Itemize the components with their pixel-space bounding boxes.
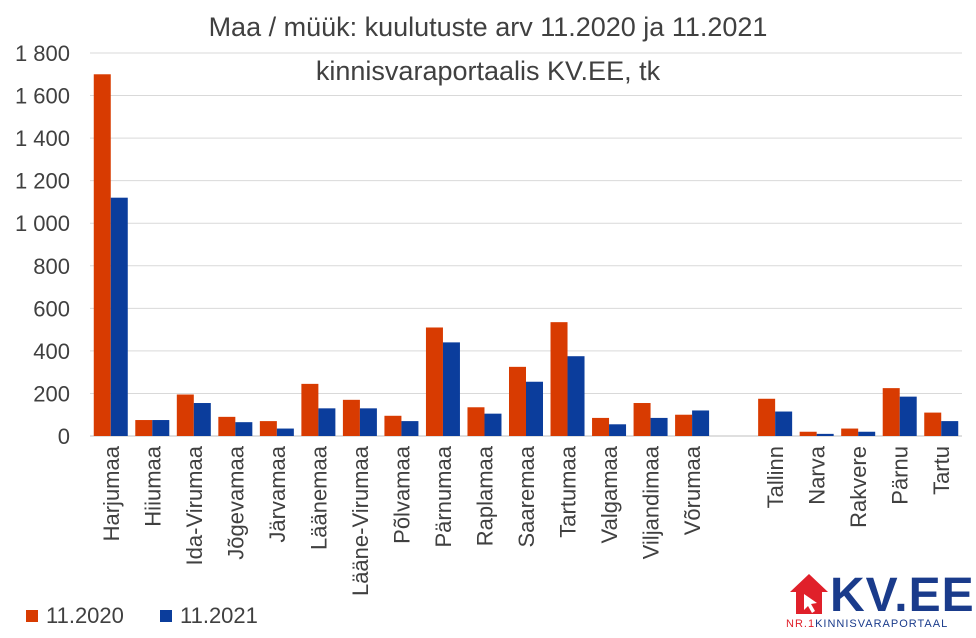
x-tick-label: Hiiumaa [140,445,165,526]
legend-item-2020: 11.2020 [26,603,124,629]
legend-swatch-2020 [26,610,38,622]
logo-subtitle: NR.1KINNISVARAPORTAAL [786,618,948,630]
x-tick-label: Valgamaa [597,445,622,543]
bars [93,74,959,437]
bar-11-2020 [550,322,568,436]
bar-11-2020 [384,415,402,436]
bar-11-2020 [259,421,277,436]
x-tick-label: Viljandimaa [639,445,664,559]
x-axis: Harjumaa Hiiumaa Ida-Virumaa Jõgevamaa Järva… [99,445,954,596]
bar-11-2020 [93,74,111,437]
bar-11-2021 [484,413,502,436]
y-tick-label: 600 [33,296,70,321]
x-tick-label: Pärnumaa [431,445,456,547]
bar-11-2020 [509,366,526,436]
bar-11-2020 [218,416,236,436]
bar-11-2020 [342,399,360,436]
y-tick-label: 1 000 [15,211,70,236]
y-tick-label: 200 [33,381,70,406]
bar-11-2020 [675,414,693,436]
bar-11-2021 [193,403,211,436]
bar-11-2020 [924,412,942,436]
bar-11-2021 [359,408,377,436]
y-tick-label: 400 [33,339,70,364]
legend-label-2021: 11.2021 [180,603,258,628]
x-tick-label: Lääne-Virumaa [348,445,373,596]
bar-11-2020 [592,417,610,436]
house-icon [790,574,828,614]
y-tick-label: 1 200 [15,169,70,194]
chart-subtitle: kinnisvaraportaalis KV.EE, tk [315,56,661,86]
x-tick-label: Saaremaa [514,445,539,547]
legend-label-2020: 11.2020 [46,603,124,628]
bar-11-2021 [609,424,627,436]
x-tick-label: Raplamaa [472,445,497,546]
bar-11-2020 [758,398,776,436]
gridlines [90,52,962,437]
bar-11-2021 [941,421,959,436]
bar-11-2020 [633,403,651,436]
bar-11-2021 [442,342,460,436]
y-tick-label: 1 600 [15,84,70,109]
chart-title: Maa / müük: kuulutuste arv 11.2020 ja 11… [208,12,768,42]
bar-11-2021 [110,197,128,436]
x-tick-label: Pärnu [888,446,913,505]
bar-11-2020 [882,388,900,436]
x-tick-label: Rakvere [846,446,871,528]
bar-11-2021 [318,408,336,436]
logo-text: KV.EE [830,569,975,622]
bar-11-2020 [301,383,319,436]
y-tick-label: 0 [58,424,70,449]
bar-11-2021 [567,356,585,436]
x-tick-label: Ida-Virumaa [182,445,207,565]
x-tick-label: Põlvamaa [389,445,414,544]
bar-11-2021 [692,410,710,436]
bar-11-2021 [401,421,419,436]
logo-sub-prefix: NR.1 [786,618,816,630]
bar-11-2021 [816,433,834,436]
x-tick-label: Tartu [929,446,954,495]
bar-11-2020 [467,407,485,436]
y-axis: 0 200 400 600 800 1 000 1 200 1 400 1 600 1 800 [15,41,70,449]
bar-11-2020 [799,431,817,436]
legend-swatch-2021 [160,610,172,622]
bar-11-2021 [235,422,253,436]
bar-11-2021 [276,428,294,436]
x-tick-label: Tallinn [763,446,788,508]
logo-sub-text: KINNISVARAPORTAAL [815,618,949,630]
bar-11-2021 [858,431,876,436]
bar-11-2020 [425,327,443,436]
bar-11-2021 [526,381,543,436]
x-tick-label: Jõgevamaa [223,445,248,560]
x-tick-label: Järvamaa [265,445,290,542]
bar-11-2020 [841,428,859,436]
x-tick-label: Harjumaa [99,445,124,541]
bar-11-2021 [152,420,170,436]
y-tick-label: 1 800 [15,41,70,66]
x-tick-label: Tartumaa [556,445,581,537]
y-tick-label: 1 400 [15,126,70,151]
bar-11-2021 [899,396,917,436]
x-tick-label: Võrumaa [680,445,705,535]
legend-item-2021: 11.2021 [160,603,258,629]
y-tick-label: 800 [33,254,70,279]
x-tick-label: Läänemaa [306,445,331,550]
bar-11-2020 [176,394,194,436]
x-tick-label: Narva [805,445,830,504]
bar-11-2021 [650,417,668,436]
bar-11-2021 [775,411,793,436]
kv-ee-logo: KV.EE NR.1KINNISVARAPORTAAL [786,569,976,638]
bar-11-2020 [135,420,153,436]
